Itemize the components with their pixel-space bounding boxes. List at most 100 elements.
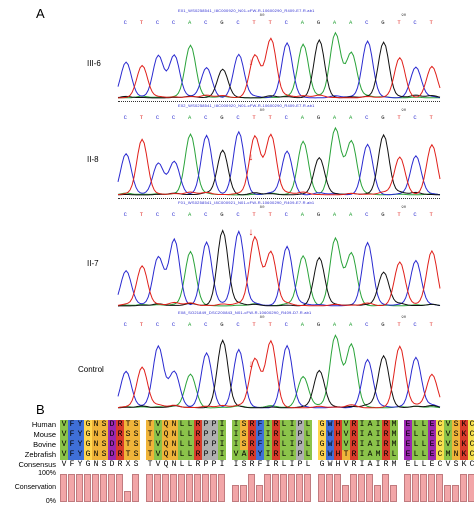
trace-channel-a xyxy=(118,31,441,99)
residue-cell: R xyxy=(382,450,390,460)
base-call: C xyxy=(284,19,288,26)
residue-cell: C xyxy=(436,420,444,430)
base-call: G xyxy=(381,19,385,26)
base-call: T xyxy=(429,114,433,121)
consensus-residue: R xyxy=(273,460,279,469)
residue-cell: E xyxy=(428,450,436,460)
base-call: T xyxy=(139,211,144,218)
axis-bottom-label: 0% xyxy=(45,498,56,505)
base-call: C xyxy=(284,114,288,121)
residue-cell: R xyxy=(350,420,358,430)
residue-cell: V xyxy=(342,420,350,430)
base-call: C xyxy=(204,19,208,26)
residue-cell: L xyxy=(280,430,288,440)
trace-channel-t xyxy=(117,235,441,307)
residue-cell: M xyxy=(390,440,398,450)
consensus-residue: X xyxy=(125,460,131,469)
residue-cell: A xyxy=(366,420,374,430)
residue-cell: V xyxy=(60,450,68,460)
trace-channel-g xyxy=(117,339,441,409)
residue-cell: L xyxy=(186,420,194,430)
consensus-residue: G xyxy=(85,460,91,469)
residue-cell: V xyxy=(60,420,68,430)
residue-cell: I xyxy=(232,440,240,450)
consensus-residue: L xyxy=(421,460,427,469)
residue-cell: H xyxy=(334,450,342,460)
residue-cell: G xyxy=(318,440,326,450)
residue-cell: L xyxy=(304,440,312,450)
residue-cell: R xyxy=(116,450,124,460)
residue-cell: F xyxy=(256,440,264,450)
residue-cell: C xyxy=(468,450,474,460)
trace-channel-t xyxy=(117,339,441,409)
residue-cell: I xyxy=(288,450,296,460)
residue-cell: L xyxy=(420,420,428,430)
base-call: G xyxy=(220,19,224,26)
residue-cell: M xyxy=(390,430,398,440)
trace-channel-g xyxy=(117,133,441,196)
residue-cell: I xyxy=(264,420,272,430)
consensus-residue: V xyxy=(343,460,349,469)
residue-cell: L xyxy=(186,430,194,440)
residue-cell: P xyxy=(210,420,218,430)
conservation-bar xyxy=(382,474,389,502)
conservation-bar xyxy=(132,474,139,502)
residue-cell: C xyxy=(468,420,474,430)
conservation-bar xyxy=(374,485,381,502)
residue-cell: P xyxy=(202,450,210,460)
base-call: T xyxy=(268,321,272,328)
consensus-residue: R xyxy=(249,460,255,469)
residue-cell: L xyxy=(390,450,398,460)
base-call: A xyxy=(188,114,192,121)
base-call: C xyxy=(236,211,240,218)
residue-cell: N xyxy=(170,430,178,440)
position-mark: 80 xyxy=(259,206,265,210)
consensus-residue: P xyxy=(211,460,217,469)
residue-cell: V xyxy=(60,440,68,450)
trace-channel-c xyxy=(117,344,441,409)
consensus-residue: A xyxy=(367,460,373,469)
trace-channel-t xyxy=(117,133,441,196)
residue-cell: L xyxy=(420,430,428,440)
conservation-bar xyxy=(154,474,161,502)
residue-cell: V xyxy=(154,440,162,450)
trace-channel-g xyxy=(117,38,441,99)
base-call: T xyxy=(139,321,144,328)
residue-cell: N xyxy=(170,440,178,450)
base-call: A xyxy=(349,321,353,328)
chromatogram-trace xyxy=(117,229,441,307)
residue-cell: R xyxy=(248,430,256,440)
consensus-residue: C xyxy=(469,460,474,469)
base-call: C xyxy=(413,19,417,26)
conservation-bar xyxy=(288,474,295,502)
consensus-residue: H xyxy=(335,460,341,469)
consensus-residue: Y xyxy=(77,460,83,469)
base-call: C xyxy=(284,321,288,328)
conservation-bar xyxy=(334,474,341,502)
residue-cell: G xyxy=(318,430,326,440)
base-call: T xyxy=(252,211,256,218)
residue-cell: F xyxy=(68,420,76,430)
conservation-bar xyxy=(60,474,67,502)
residue-cell: G xyxy=(318,420,326,430)
conservation-bar xyxy=(218,474,225,502)
consensus-residue: I xyxy=(219,460,225,469)
consensus-residue: W xyxy=(327,460,333,469)
base-call: C xyxy=(171,321,176,328)
residue-cell: R xyxy=(194,440,202,450)
residue-cell: R xyxy=(382,420,390,430)
base-call: C xyxy=(365,114,369,121)
residue-cell: S xyxy=(100,440,108,450)
consensus-residue: D xyxy=(109,460,115,469)
residue-cell: D xyxy=(108,430,116,440)
base-call: C xyxy=(123,321,127,328)
conservation-bar xyxy=(326,474,333,502)
sample-label: Control xyxy=(78,365,104,374)
residue-cell: N xyxy=(170,420,178,430)
residue-cell: S xyxy=(240,440,248,450)
base-call: T xyxy=(397,211,401,218)
position-mark: 90 xyxy=(401,109,407,113)
consensus-residue: R xyxy=(117,460,123,469)
